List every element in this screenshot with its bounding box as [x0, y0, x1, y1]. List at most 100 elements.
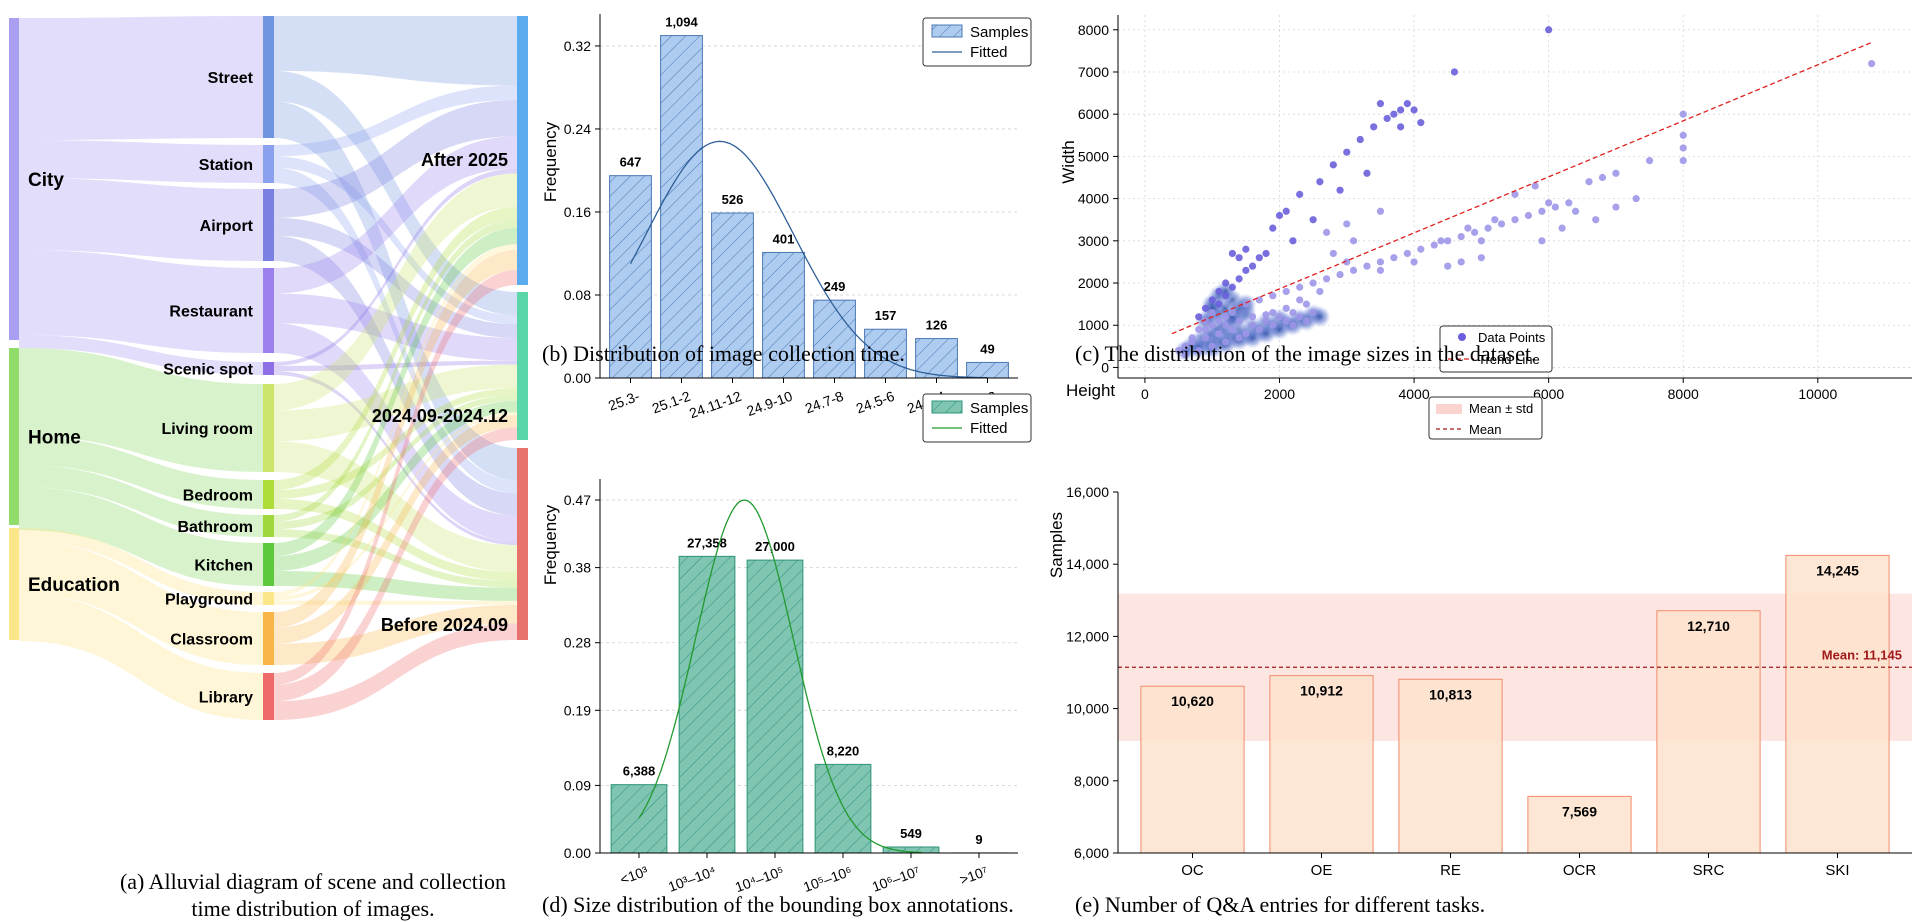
scatter-point: [1477, 237, 1485, 245]
scatter-point: [1215, 317, 1223, 325]
bar: [814, 763, 872, 854]
e-ylabel: Samples: [1047, 512, 1066, 578]
flow-street-to-0: [274, 16, 517, 86]
scatter-point: [1356, 135, 1364, 144]
scatter-point: [1242, 330, 1250, 338]
e-bars: 10,620 10,912 10,813 7,569 12,710 14,245: [1140, 554, 1890, 854]
e-legend-mean: Mean: [1469, 422, 1502, 437]
flow-classroom-to-0: [274, 250, 517, 628]
scatter-point: [1289, 308, 1297, 317]
c-legend: Data Points Trend Line: [1439, 325, 1553, 373]
node-label-living-room: Living room: [161, 421, 253, 438]
flow-playground-to-0: [274, 244, 517, 597]
flow-bedroom-to-0: [274, 206, 517, 491]
node-label-station: Station: [199, 157, 253, 174]
x-tick-label: 25.3-: [606, 388, 642, 414]
y-tick-label: 0.19: [564, 702, 591, 718]
scatter-point: [1679, 144, 1687, 152]
b-bars: 647 1,094 526 401 249 157 126 49: [609, 15, 1009, 379]
scatter-point: [1383, 114, 1391, 123]
bar-count-label: 9: [975, 832, 982, 847]
scatter-point: [1235, 254, 1243, 262]
x-tick-label: 25.1-2: [650, 388, 693, 417]
scatter-point: [1497, 220, 1506, 228]
y-tick-label: 4000: [1078, 191, 1109, 207]
bar-count-label: 6,388: [623, 764, 656, 779]
scatter-point: [1524, 211, 1533, 220]
scatter-point: [1289, 237, 1297, 245]
node-label-kitchen: Kitchen: [194, 558, 253, 575]
flow-living-room-to-2: [274, 441, 517, 573]
flow-restaurant-to-2: [274, 323, 517, 542]
bar-value-label: 10,912: [1300, 683, 1343, 699]
y-tick-label: 0.00: [564, 370, 591, 386]
y-tick-label: 0.47: [564, 492, 591, 508]
c-xlabel: Height: [1066, 381, 1115, 400]
bar-count-label: 526: [722, 192, 744, 207]
flow-kitchen-to-2: [274, 570, 517, 601]
scatter-point: [1403, 249, 1411, 258]
scatter-point: [1262, 249, 1270, 258]
scatter-point: [1235, 334, 1243, 342]
scatter-point: [1208, 308, 1216, 317]
scatter-point: [1376, 207, 1385, 215]
c-trend-line: [1171, 41, 1872, 335]
x-tick-label: <10³: [618, 863, 650, 888]
bar-count-label: 249: [824, 279, 846, 294]
bar-value-label: 10,813: [1429, 686, 1472, 702]
scatter-point: [1376, 258, 1385, 266]
node-label-before-2024-09: Before 2024.09: [381, 615, 508, 635]
flow-education-playground: [19, 528, 263, 605]
y-tick-label: 0.09: [564, 777, 591, 793]
scatter-point: [1195, 325, 1203, 334]
scatter-point: [1679, 110, 1687, 118]
scatter-point: [1397, 106, 1405, 114]
scatter-point: [1457, 232, 1465, 241]
scatter-point: [1322, 275, 1331, 283]
scatter-point: [1255, 296, 1263, 304]
scatter-point: [1679, 131, 1687, 139]
bar-count-label: 157: [875, 308, 897, 323]
flow-classroom-to-2: [274, 604, 517, 665]
node-label-classroom: Classroom: [170, 632, 253, 649]
y-tick-label: 1000: [1078, 317, 1109, 333]
scatter-point: [1262, 317, 1270, 325]
flow-city-scenic-spot: [19, 335, 263, 375]
y-tick-label: 0.16: [564, 204, 591, 220]
c-ylabel: Width: [1059, 140, 1078, 183]
bar: [678, 555, 736, 854]
scatter-point: [1316, 178, 1324, 186]
flow-station-to-0: [274, 85, 517, 157]
node-label-bathroom: Bathroom: [177, 519, 253, 536]
y-tick-label: 14,000: [1066, 556, 1109, 572]
caption-e: (e) Number of Q&A entries for different …: [1075, 892, 1485, 917]
scatter-point: [1208, 321, 1216, 329]
scatter-point: [1329, 161, 1337, 169]
scatter-point: [1464, 224, 1472, 232]
flow-library-to-0: [274, 270, 517, 685]
scatter-point: [1484, 224, 1492, 232]
d-fitted-curve: [638, 499, 922, 854]
bar-count-label: 401: [773, 231, 795, 246]
bar: [1269, 675, 1374, 854]
x-tick-label: 10⁴–10⁵: [733, 863, 786, 895]
scatter-point: [1222, 338, 1230, 346]
node-classroom: [263, 612, 274, 665]
scatter-point: [1282, 207, 1290, 215]
scatter-point: [1222, 292, 1230, 300]
flow-bathroom-to-0: [274, 219, 517, 522]
c-ticks: 0 2000 4000 6000 8000 10000 0 1000 2000 3000 4000 5…: [1078, 22, 1838, 402]
scatter-point: [1228, 283, 1236, 291]
x-tick-label: 24.7-8: [803, 388, 846, 417]
y-tick-label: 5000: [1078, 148, 1109, 164]
alluvial-diagram: City Home Education Street Station Airport Res…: [9, 16, 528, 720]
flow-bathroom-to-1: [274, 394, 517, 530]
scatter-point: [1289, 321, 1297, 329]
node-label-education: Education: [28, 575, 120, 596]
y-tick-label: 0.28: [564, 635, 591, 651]
node-label-restaurant: Restaurant: [169, 304, 253, 321]
x-tick-label: 10⁵–10⁶: [801, 863, 854, 895]
bar: [813, 299, 856, 379]
node-label-street: Street: [208, 70, 254, 87]
